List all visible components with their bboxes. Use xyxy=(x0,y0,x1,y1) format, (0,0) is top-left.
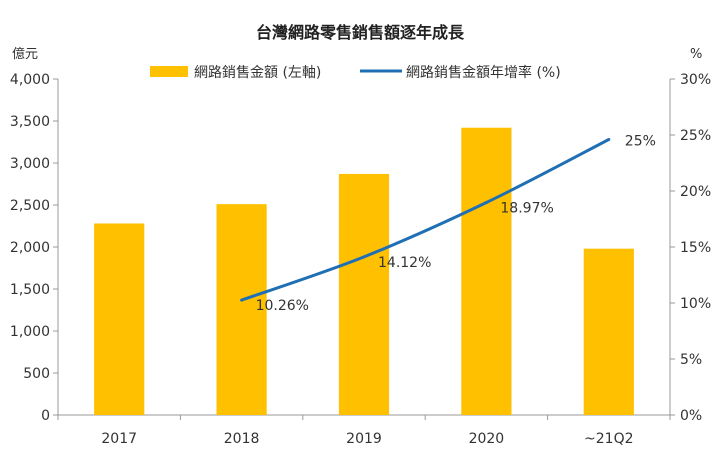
growth-data-label: 25% xyxy=(625,133,656,149)
line-series xyxy=(240,137,611,302)
x-tick-label: 2019 xyxy=(346,431,382,447)
growth-line xyxy=(241,138,610,302)
x-tick-label: 2018 xyxy=(224,431,260,447)
axes: 0 500 1,000 1,500 2,000 2,500 3,000 3,500 4,000 0… xyxy=(10,72,711,447)
growth-data-label: 10.26% xyxy=(256,298,309,314)
left-tick-label: 3,500 xyxy=(10,114,50,130)
left-tick-label: 3,000 xyxy=(10,156,50,172)
right-axis-unit: % xyxy=(690,47,702,62)
bar xyxy=(461,127,512,415)
growth-data-label: 18.97% xyxy=(500,201,553,217)
legend-bar-label: 網路銷售金額 (左軸) xyxy=(194,65,321,81)
right-tick-label: 20% xyxy=(680,184,711,200)
left-tick-label: 2,500 xyxy=(10,198,50,214)
growth-point xyxy=(362,255,366,259)
bar xyxy=(216,204,267,415)
left-axis-unit: 億元 xyxy=(12,46,38,62)
x-tick-label: ~21Q2 xyxy=(584,431,633,447)
right-tick-label: 30% xyxy=(680,72,711,88)
left-tick-label: 2,000 xyxy=(10,240,50,256)
x-tick-label: 2017 xyxy=(101,431,137,447)
left-tick-label: 1,500 xyxy=(10,282,50,298)
x-tick-label: 2020 xyxy=(469,431,505,447)
left-tick-label: 0 xyxy=(41,408,50,424)
right-tick-label: 10% xyxy=(680,296,711,312)
growth-data-label: 14.12% xyxy=(378,255,431,271)
left-tick-label: 500 xyxy=(23,366,50,382)
growth-point xyxy=(607,137,611,141)
bar xyxy=(583,248,634,415)
chart-title: 台灣網路零售銷售額逐年成長 xyxy=(256,23,465,42)
left-tick-label: 4,000 xyxy=(10,72,50,88)
data-labels: 10.26% 14.12% 18.97% 25% xyxy=(256,133,656,314)
bar xyxy=(94,223,145,415)
right-tick-label: 25% xyxy=(680,128,711,144)
bar-series xyxy=(94,127,634,415)
growth-point xyxy=(240,298,244,302)
legend-bar-swatch xyxy=(150,66,188,77)
bar xyxy=(338,173,390,415)
legend-line-label: 網路銷售金額年增率 (%) xyxy=(406,64,561,81)
left-tick-label: 1,000 xyxy=(10,324,50,340)
right-tick-label: 0% xyxy=(680,408,702,424)
right-tick-label: 15% xyxy=(680,240,711,256)
right-tick-label: 5% xyxy=(680,352,702,368)
growth-point xyxy=(484,201,488,205)
